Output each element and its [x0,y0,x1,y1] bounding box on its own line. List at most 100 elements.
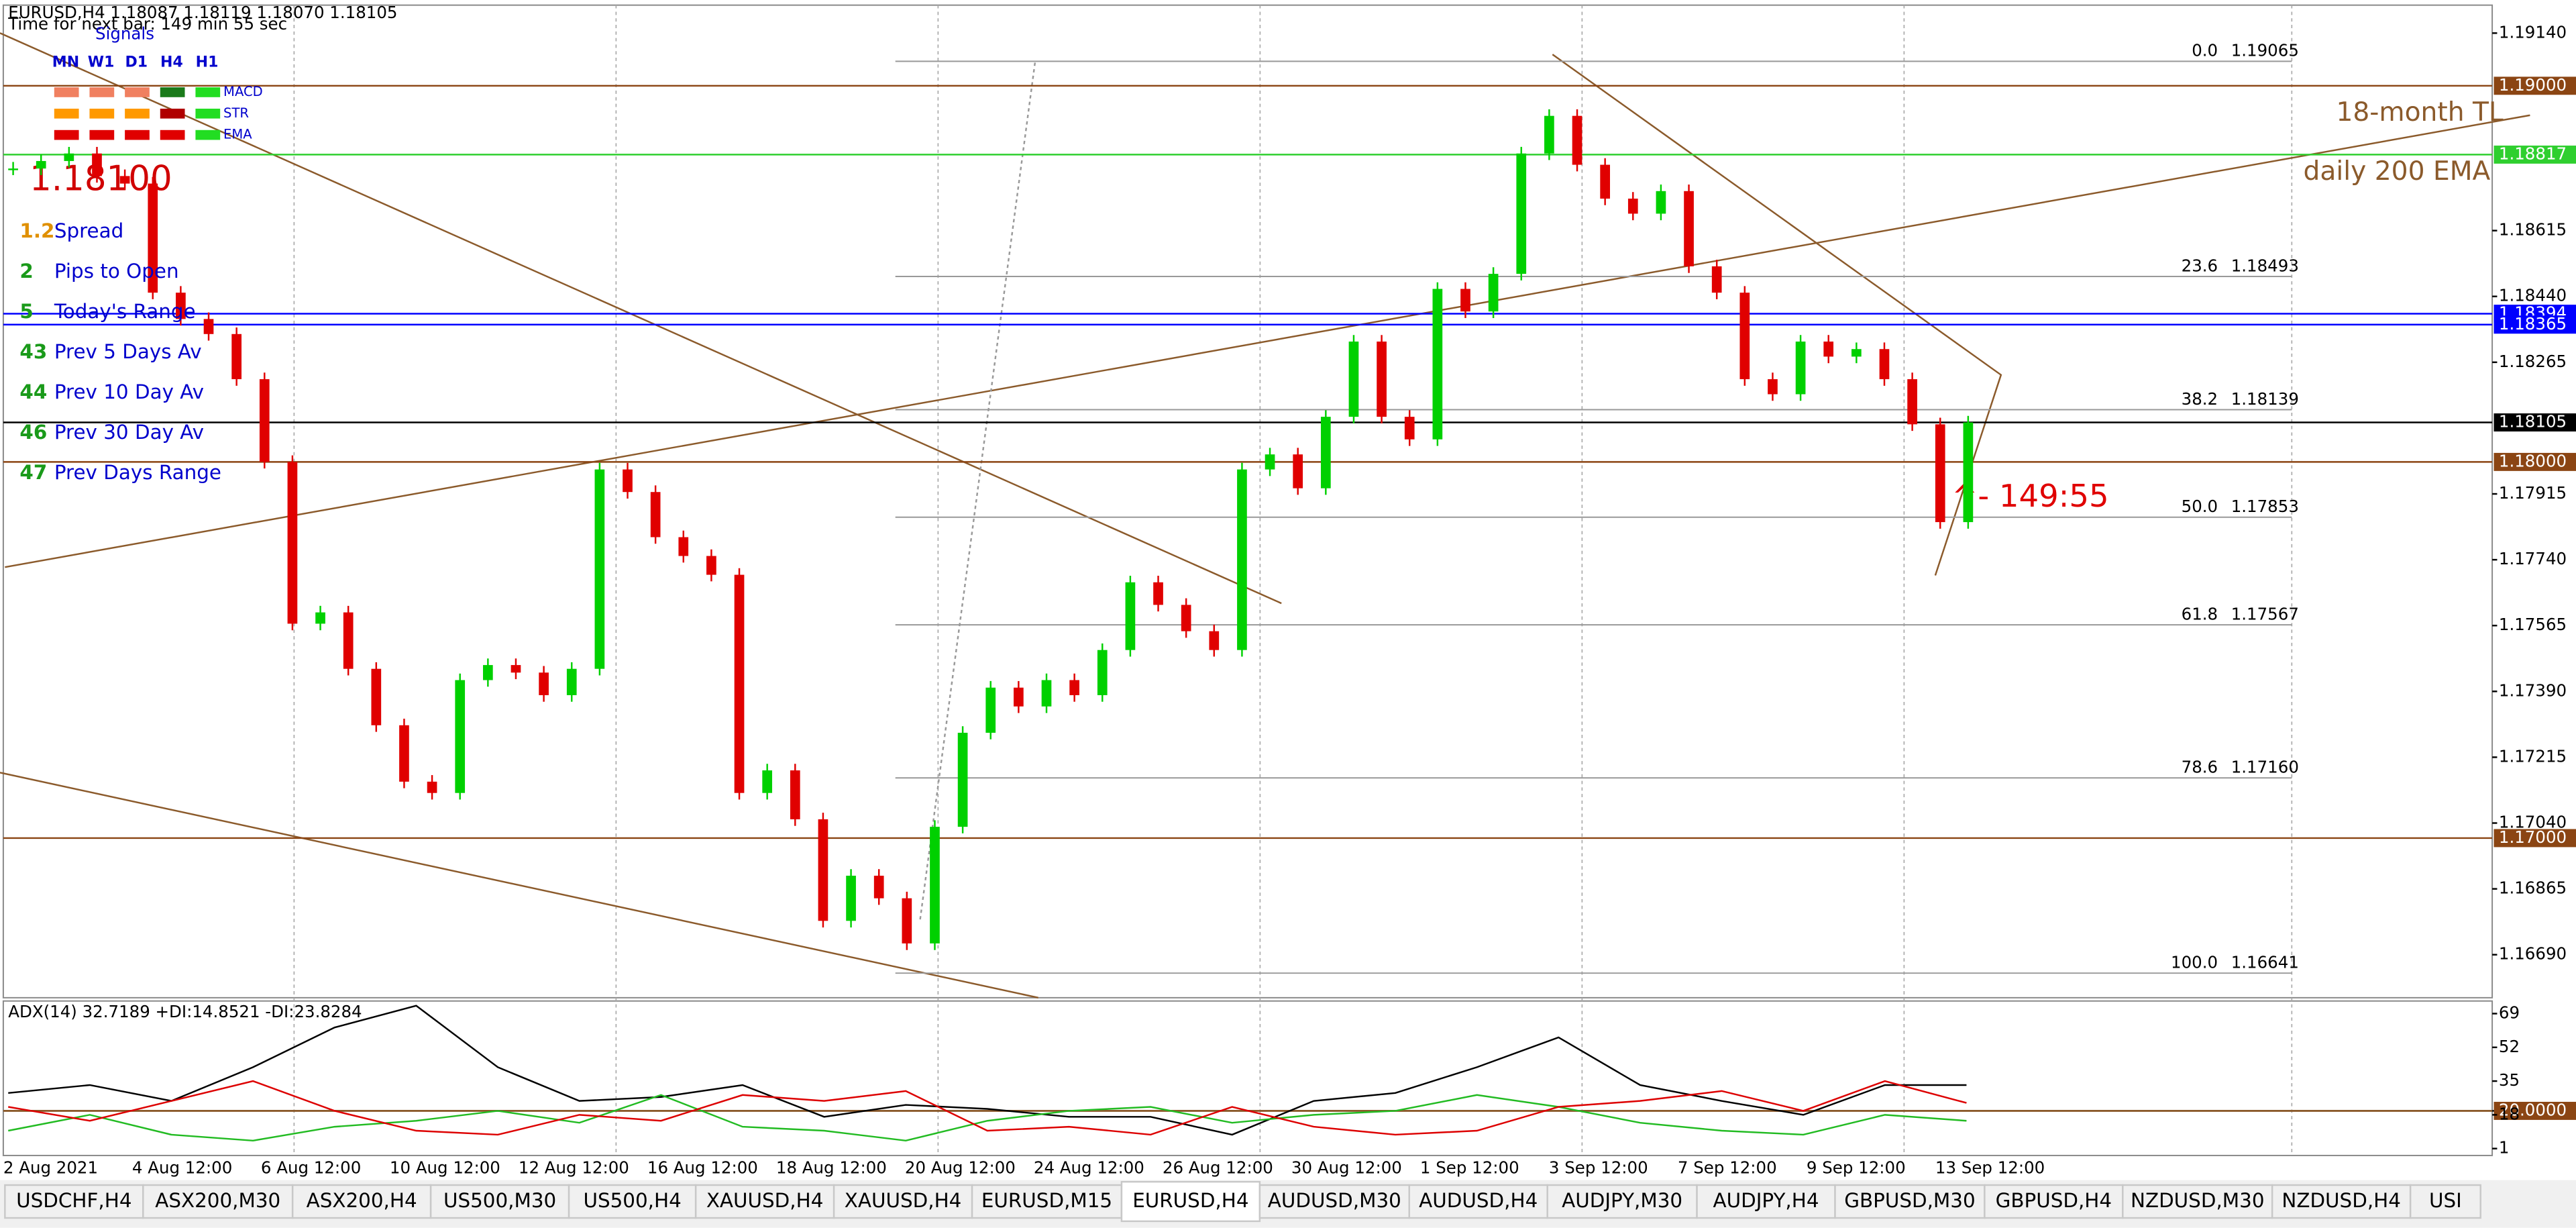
tab[interactable] [429,1184,570,1219]
candle [957,732,968,827]
time-label: 6 Aug 12:00 [261,1158,361,1178]
tab-label[interactable]: AUDJPY,M30 [1562,1189,1682,1212]
tab[interactable] [1834,1184,1986,1219]
info-value: 46 [19,421,47,444]
tab[interactable] [2122,1184,2273,1219]
signal-cell [89,130,115,140]
candle [930,827,940,943]
signal-cell [125,130,150,140]
candle [1516,153,1527,274]
info-value: 44 [19,380,47,403]
tab-label[interactable]: GBPUSD,M30 [1844,1189,1975,1212]
timer-annotation: ^- 149:55 [1951,478,2108,514]
time-label: 3 Sep 12:00 [1549,1158,1648,1178]
time-label: 2 Aug 2021 [3,1158,98,1178]
time-label: 9 Sep 12:00 [1807,1158,1906,1178]
candle [427,781,437,793]
fib-level: 23.6 [2182,256,2218,275]
tab-label[interactable]: AUDJPY,H4 [1713,1189,1819,1212]
signal-row: STR [223,105,249,121]
level-label-bg [2493,76,2576,95]
tab[interactable] [2409,1184,2481,1219]
signal-cell [160,130,185,140]
tab-label[interactable]: AUDUSD,M30 [1268,1189,1401,1212]
time-label: 4 Aug 12:00 [132,1158,232,1178]
tab-label[interactable]: USDCHF,H4 [16,1189,131,1212]
tab[interactable] [291,1184,432,1219]
candle [1684,191,1694,266]
candle [1739,293,1750,380]
tab-label[interactable]: GBPUSD,H4 [1996,1189,2112,1212]
candle [343,612,354,669]
tab[interactable] [694,1184,835,1219]
tab[interactable] [1120,1180,1261,1223]
candle [539,672,549,695]
candle [1460,289,1470,312]
tab-label[interactable]: EURUSD,H4 [1132,1189,1248,1212]
candle [818,819,828,921]
adx-line [8,1005,1967,1136]
signal-row: MACD [223,84,263,99]
candle [1293,454,1303,489]
tab-label[interactable]: EURUSD,M15 [981,1189,1112,1212]
candle [92,153,102,176]
candle [1404,417,1415,440]
info-label: Prev Days Range [54,461,221,484]
candle [1963,422,1974,523]
tab[interactable] [2271,1184,2412,1219]
candle [1181,605,1191,631]
tab-label[interactable]: NZDUSD,H4 [2282,1189,2401,1212]
candle [623,469,633,493]
candle [1544,115,1554,154]
time-label: 1 Sep 12:00 [1420,1158,1519,1178]
info-value: 2 [19,260,33,283]
tab[interactable] [833,1184,973,1219]
level-label-bg [2493,452,2576,471]
adx-tick-label: 35 [2499,1070,2520,1090]
signal-row: EMA [223,127,252,142]
fib-price: 1.18139 [2231,389,2299,409]
candle [566,668,577,695]
candle [1237,469,1247,650]
price-tick-label: 1.17215 [2499,746,2567,766]
timeframe: H4 [160,54,183,70]
tab-label[interactable]: US500,H4 [583,1189,681,1212]
fib-price: 1.19065 [2231,41,2299,60]
level-label-bg [2493,413,2576,431]
candle [1879,349,1890,380]
candle [1125,582,1136,650]
tab[interactable] [1696,1184,1836,1219]
trendlines [0,32,2530,999]
tab[interactable] [1984,1184,2124,1219]
price-tick-label: 1.17915 [2499,483,2567,503]
candle [1097,650,1108,695]
tab-label[interactable]: AUDUSD,H4 [1419,1189,1538,1212]
tab[interactable] [1408,1184,1548,1219]
candle [399,725,409,782]
tab-label[interactable]: US500,M30 [443,1189,556,1212]
fib-level: 61.8 [2182,604,2218,623]
candle [902,898,912,943]
candle [231,334,241,380]
candle [706,556,716,575]
tab-label[interactable]: ASX200,H4 [307,1189,417,1212]
fib-price: 1.17853 [2231,497,2299,516]
candle [1153,582,1163,605]
info-label: Prev 30 Day Av [54,421,204,444]
signal-cell [160,108,185,119]
candle [1907,379,1917,425]
level-label-bg [2493,145,2576,164]
tab-label[interactable]: NZDUSD,M30 [2131,1189,2265,1212]
tab-label[interactable]: ASX200,M30 [155,1189,280,1212]
signal-cell [195,108,221,119]
candle [1600,164,1610,199]
tab-label[interactable]: XAUUSD,H4 [706,1189,824,1212]
candle [203,319,214,334]
indicator-panel [2,1000,2493,1156]
tab-label[interactable]: XAUUSD,H4 [845,1189,962,1212]
tab-label[interactable]: USI [2429,1189,2462,1212]
candle [259,379,270,462]
level-label-bg [2493,315,2576,334]
signal-cell [54,108,79,119]
tab[interactable] [1546,1184,1698,1219]
